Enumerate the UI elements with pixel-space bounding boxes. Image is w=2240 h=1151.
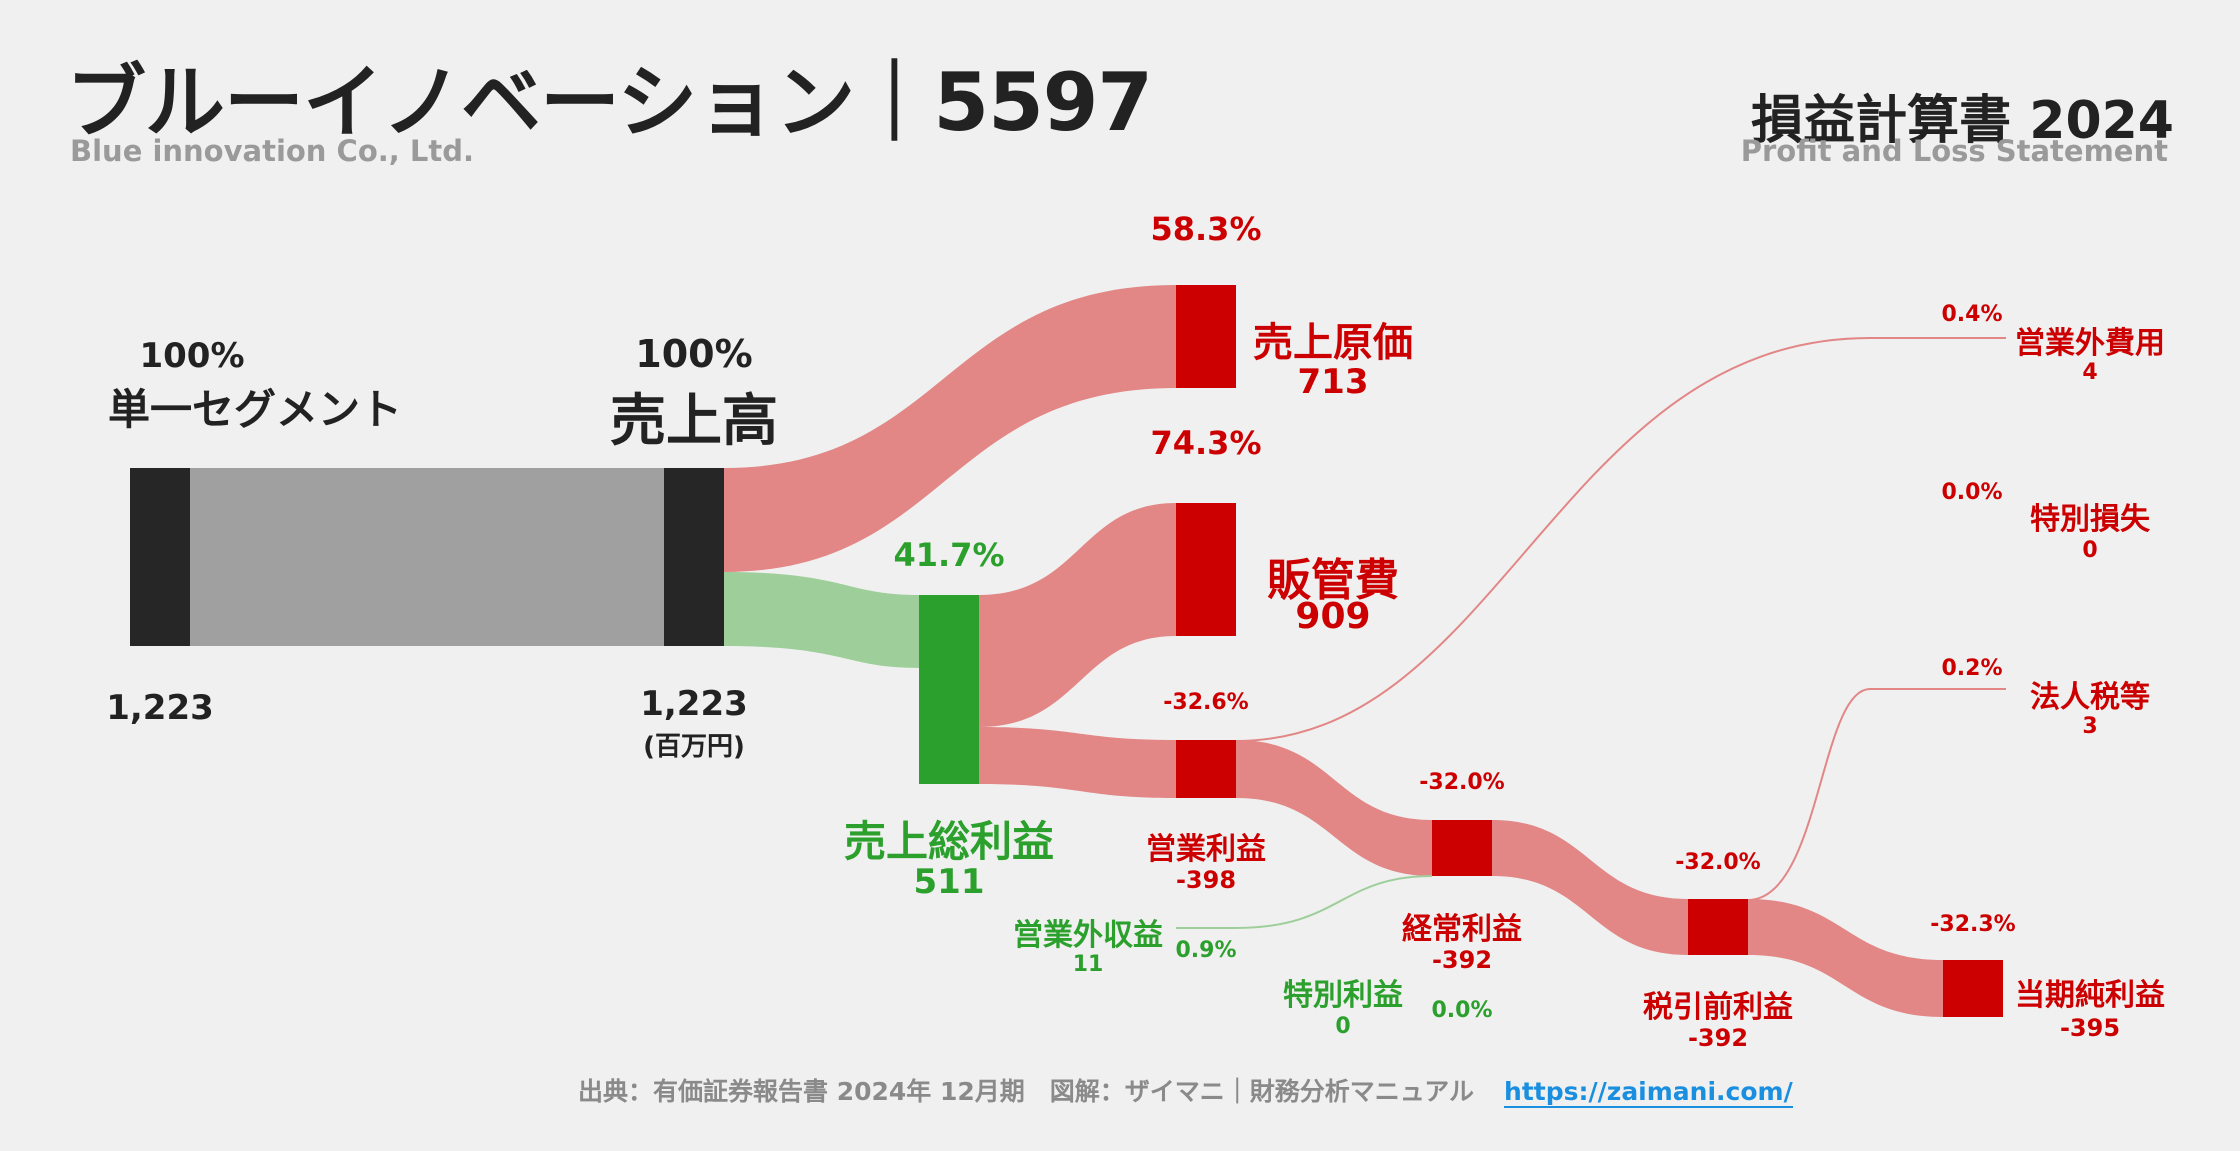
flow-op-to-ordinary bbox=[1236, 740, 1432, 876]
statement-title: 損益計算書 2024 bbox=[1751, 91, 2174, 151]
nonop-expense-value: 4 bbox=[2082, 360, 2098, 385]
special-income-name: 特別利益 bbox=[1283, 978, 1403, 1013]
sga-name: 販管費 bbox=[1267, 555, 1399, 606]
gross-value: 511 bbox=[913, 862, 985, 902]
tax-pct: 0.2% bbox=[1941, 656, 2003, 681]
footer-source: 出典：有価証券報告書 2024年 12月期 図解：ザイマニ｜財務分析マニュアル bbox=[578, 1077, 1475, 1106]
segment-value: 1,223 bbox=[106, 688, 214, 728]
pretax-name: 税引前利益 bbox=[1643, 990, 1793, 1025]
footer: 出典：有価証券報告書 2024年 12月期 図解：ザイマニ｜財務分析マニュアル h… bbox=[578, 1072, 1793, 1108]
flow-gross-to-sga bbox=[979, 503, 1176, 727]
gross-pct: 41.7% bbox=[893, 536, 1005, 574]
statement-subtitle: Profit and Loss Statement bbox=[1740, 134, 2168, 168]
flow-gross-to-op bbox=[979, 727, 1176, 798]
pretax-value: -392 bbox=[1687, 1024, 1749, 1052]
net-pct: -32.3% bbox=[1930, 912, 2016, 937]
footer-link[interactable]: https://zaimani.com/ bbox=[1504, 1077, 1793, 1108]
special-loss-pct: 0.0% bbox=[1941, 480, 2003, 505]
flow-pretax-to-tax bbox=[1747, 688, 2006, 901]
ordinary-pct: -32.0% bbox=[1419, 770, 1505, 795]
sga-pct: 74.3% bbox=[1150, 424, 1262, 462]
flow-op-to-nonop-expense bbox=[1235, 337, 2006, 742]
op-value: -398 bbox=[1175, 866, 1237, 894]
cogs-pct: 58.3% bbox=[1150, 210, 1262, 248]
tax-name: 法人税等 bbox=[2030, 680, 2150, 715]
flow-revenue-to-cogs bbox=[724, 285, 1176, 572]
net-value: -395 bbox=[2059, 1014, 2121, 1042]
node-cogs-bar bbox=[1176, 285, 1236, 388]
flow-pretax-to-net bbox=[1748, 899, 1943, 1017]
revenue-value: 1,223 bbox=[640, 684, 748, 724]
revenue-pct: 100% bbox=[635, 332, 753, 376]
special-loss-name: 特別損失 bbox=[2030, 502, 2150, 537]
node-revenue-bar bbox=[664, 468, 724, 646]
pretax-pct: -32.0% bbox=[1675, 850, 1761, 875]
node-gross-bar bbox=[919, 595, 979, 784]
flow-nonop-income-to-ordinary bbox=[1176, 875, 1433, 929]
node-ordinary-bar bbox=[1432, 820, 1492, 876]
flow-segment-to-revenue bbox=[190, 468, 664, 646]
gross-name: 売上総利益 bbox=[843, 817, 1055, 866]
ordinary-name: 経常利益 bbox=[1402, 912, 1522, 947]
segment-name: 単一セグメント bbox=[107, 385, 403, 434]
nonop-expense-name: 営業外費用 bbox=[2015, 326, 2165, 361]
node-sga-bar bbox=[1176, 503, 1236, 636]
nonop-expense-pct: 0.4% bbox=[1941, 302, 2003, 327]
special-income-value: 0 bbox=[1335, 1014, 1351, 1039]
node-pretax-bar bbox=[1688, 899, 1748, 955]
sga-value: 909 bbox=[1295, 596, 1371, 637]
cogs-value: 713 bbox=[1297, 362, 1369, 402]
segment-pct: 100% bbox=[139, 336, 245, 376]
node-net-bar bbox=[1943, 960, 2003, 1017]
nonop-income-name: 営業外収益 bbox=[1013, 918, 1163, 953]
company-english-name: Blue innovation Co., Ltd. bbox=[70, 134, 475, 168]
tax-value: 3 bbox=[2082, 714, 2098, 739]
special-income-pct: 0.0% bbox=[1431, 998, 1493, 1023]
page-title: ブルーイノベーション｜5597 bbox=[66, 56, 1153, 149]
op-name: 営業利益 bbox=[1146, 832, 1266, 867]
special-loss-value: 0 bbox=[2082, 538, 2098, 563]
node-segment-bar bbox=[130, 468, 190, 646]
node-op-bar bbox=[1176, 740, 1236, 798]
revenue-name: 売上高 bbox=[610, 389, 778, 454]
ordinary-value: -392 bbox=[1431, 946, 1493, 974]
nonop-income-value: 11 bbox=[1072, 952, 1104, 977]
net-name: 当期純利益 bbox=[2015, 978, 2165, 1013]
cogs-name: 売上原価 bbox=[1253, 320, 1413, 366]
op-pct: -32.6% bbox=[1163, 690, 1249, 715]
flow-ordinary-to-pretax bbox=[1492, 820, 1688, 955]
flow-revenue-to-gross bbox=[724, 572, 919, 668]
revenue-unit: (百万円) bbox=[643, 732, 745, 762]
nonop-income-pct: 0.9% bbox=[1175, 938, 1237, 963]
